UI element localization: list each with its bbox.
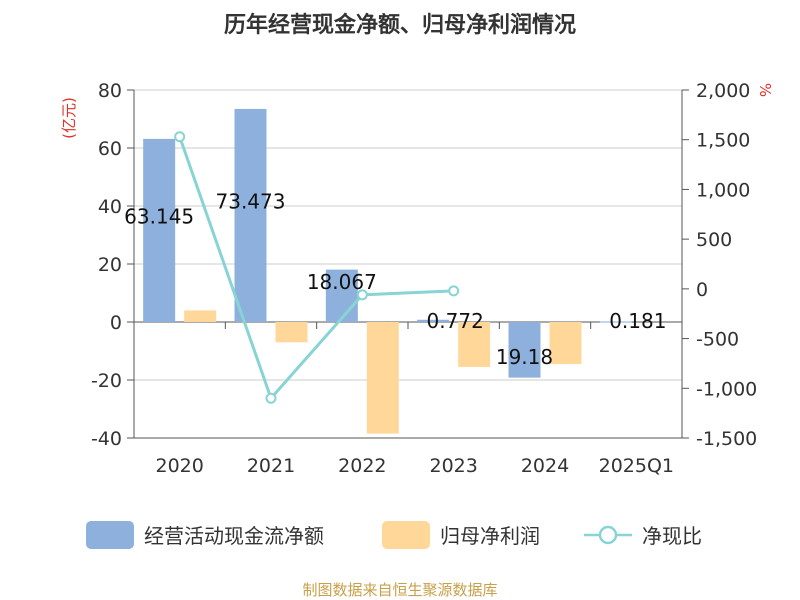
cash-flow-value-label: 19.18 [496, 345, 553, 369]
legend-swatch-ratio-marker [598, 525, 618, 545]
cash-flow-bar [143, 138, 176, 322]
ratio-line-group [174, 131, 460, 404]
x-tick-label: 2025Q1 [599, 455, 674, 477]
legend-label-cash-flow: 经营活动现金流净额 [144, 524, 324, 548]
right-tick-label: 0 [696, 279, 708, 301]
x-tick-label: 2020 [155, 455, 203, 477]
left-tick-label: 0 [110, 312, 122, 334]
cash-flow-value-label: 18.067 [307, 270, 377, 294]
ratio-point [356, 289, 368, 301]
data-source: 制图数据来自恒生聚源数据库 [302, 581, 497, 599]
cash-flow-bar [599, 321, 632, 323]
cash-flow-bar [234, 108, 267, 322]
bars [143, 108, 632, 434]
ratio-point [448, 285, 460, 297]
legend-swatch-cash-flow [86, 521, 134, 549]
net-profit-bar [275, 322, 308, 343]
ratio-point [265, 392, 277, 404]
right-tick-label: 1,000 [696, 179, 750, 201]
x-tick-label: 2023 [429, 455, 477, 477]
right-tick-label: 1,500 [696, 130, 750, 152]
cash-flow-value-label: 63.145 [124, 204, 194, 228]
right-tick-label: -1,000 [696, 378, 757, 400]
left-tick-label: 20 [98, 254, 122, 276]
cash-flow-bar [325, 269, 358, 322]
right-tick-label: 500 [696, 229, 732, 251]
x-tick-label: 2022 [338, 455, 386, 477]
left-tick-label: -40 [91, 428, 122, 450]
left-tick-label: 40 [98, 196, 122, 218]
net-profit-bar [549, 322, 582, 365]
right-tick-label: -500 [696, 329, 739, 351]
gridlines [134, 89, 682, 439]
cash-flow-bar [508, 322, 541, 378]
axes: 80 60 40 20 0 -20 -40 2,000 1,500 1,000 500 0 -500 -1… [91, 80, 757, 477]
x-tick-label: 2024 [521, 455, 569, 477]
legend-swatch-net-profit [382, 521, 430, 549]
right-tick-label: 2,000 [696, 80, 750, 102]
legend-label-ratio: 净现比 [642, 524, 702, 548]
legend: 经营活动现金流净额 归母净利润 净现比 [86, 521, 702, 549]
ratio-line [178, 136, 454, 402]
left-axis-unit: (亿元) [60, 97, 78, 139]
net-profit-bar [184, 310, 217, 322]
net-profit-bar [366, 322, 399, 434]
right-tick-label: -1,500 [696, 428, 757, 450]
cash-flow-value-label: 0.181 [609, 309, 666, 333]
left-tick-label: -20 [91, 370, 122, 392]
cash-flow-bar [417, 319, 450, 322]
cash-flow-value-label: 73.473 [216, 189, 286, 213]
cash-flow-value-label: 0.772 [427, 309, 484, 333]
left-tick-label: 80 [98, 80, 122, 102]
ratio-point [174, 131, 186, 143]
left-tick-label: 60 [98, 138, 122, 160]
data-labels: 63.145 73.473 18.067 0.772 19.18 0.181 [124, 189, 666, 368]
right-axis-unit: % [756, 83, 774, 97]
chart-title: 历年经营现金净额、归母净利润情况 [224, 12, 576, 38]
legend-label-net-profit: 归母净利润 [440, 524, 540, 548]
x-tick-label: 2021 [247, 455, 295, 477]
net-profit-bar [458, 322, 491, 367]
